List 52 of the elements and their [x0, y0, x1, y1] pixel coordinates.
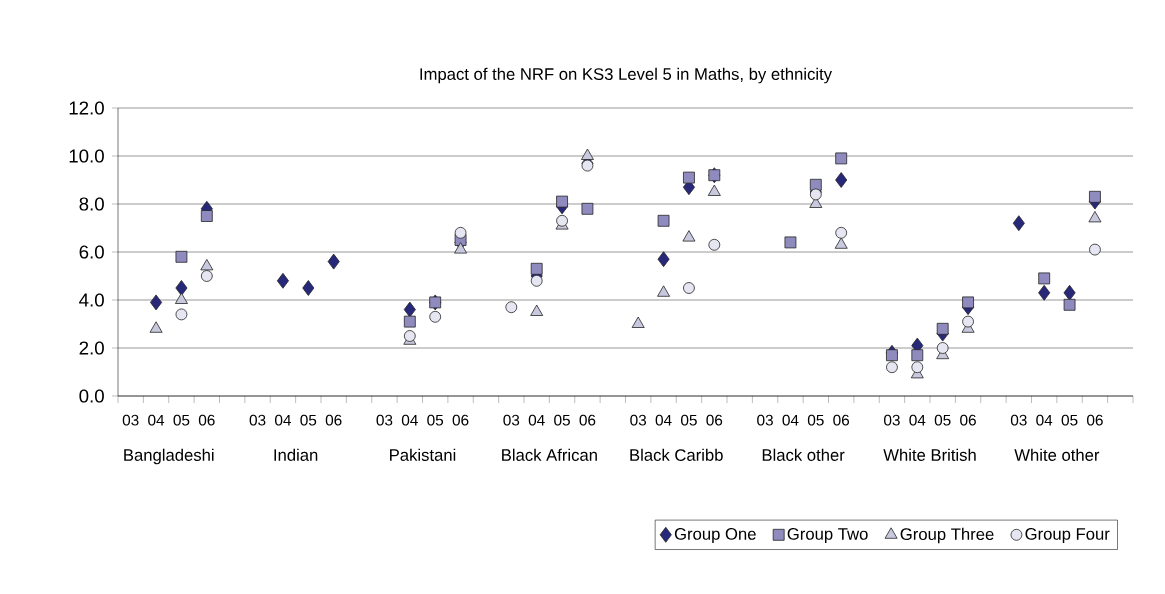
- y-tick-label: 12.0: [69, 101, 104, 115]
- text: Pakistani: [390, 448, 456, 461]
- x-tick-label: 05: [681, 414, 697, 426]
- x-tick-label: 06: [960, 414, 976, 426]
- y-tick-label: 10.0: [69, 149, 104, 163]
- x-tick-label: 04: [1036, 414, 1053, 426]
- x-tick-label: 05: [1061, 414, 1078, 426]
- x-tick-label: 05: [934, 414, 951, 426]
- text: White other: [1014, 448, 1100, 461]
- x-tick-label: 03: [503, 414, 520, 426]
- y-tick-label: 2.0: [79, 341, 104, 355]
- x-tick-label: 03: [122, 414, 139, 426]
- x-tick-label: 04: [401, 414, 418, 426]
- x-tick-label: 04: [275, 414, 292, 426]
- x-tick-label: 03: [376, 414, 393, 426]
- x-tick-label: 05: [173, 414, 190, 426]
- x-tick-label: 06: [579, 414, 596, 426]
- x-tick-label: 03: [630, 414, 647, 426]
- x-tick-label: 04: [655, 414, 672, 426]
- legend-label: Group Four: [1025, 528, 1110, 544]
- y-tick-label: 8.0: [79, 197, 104, 211]
- y-tick-label: 0.0: [79, 389, 104, 403]
- x-tick-label: 04: [909, 414, 926, 426]
- text: Black African: [502, 448, 597, 461]
- x-tick-label: 05: [554, 414, 570, 426]
- x-tick-label: 05: [300, 414, 317, 426]
- x-tick-label: 03: [884, 414, 900, 426]
- legend-label: Group One: [674, 528, 756, 544]
- x-tick-label: 06: [452, 414, 469, 426]
- x-tick-label: 06: [198, 414, 215, 426]
- x-tick-label: 04: [148, 414, 165, 426]
- text: Black Caribb: [630, 448, 723, 461]
- x-tick-label: 06: [325, 414, 342, 426]
- x-tick-label: 06: [1087, 414, 1103, 426]
- y-tick-label: 6.0: [79, 245, 104, 259]
- x-tick-label: 04: [528, 414, 545, 426]
- legend-label: Group Three: [900, 527, 994, 544]
- text: Indian: [274, 448, 318, 461]
- y-tick-label: 4.0: [79, 293, 104, 307]
- x-tick-label: 06: [706, 414, 723, 426]
- text: White British: [883, 448, 976, 461]
- x-tick-label: 03: [249, 414, 266, 426]
- chart-title: Impact of the NRF on KS3 Level 5 in Maths, by ethnicity: [420, 67, 832, 84]
- text: Black other: [762, 448, 845, 461]
- text: Bangladeshi: [124, 448, 214, 465]
- x-tick-label: 04: [782, 414, 799, 426]
- x-tick-label: 03: [1010, 414, 1027, 426]
- legend-label: Group Two: [787, 528, 868, 544]
- x-tick-label: 06: [833, 414, 850, 426]
- x-tick-label: 05: [807, 414, 824, 426]
- x-tick-label: 05: [427, 414, 444, 426]
- x-tick-label: 03: [757, 414, 773, 426]
